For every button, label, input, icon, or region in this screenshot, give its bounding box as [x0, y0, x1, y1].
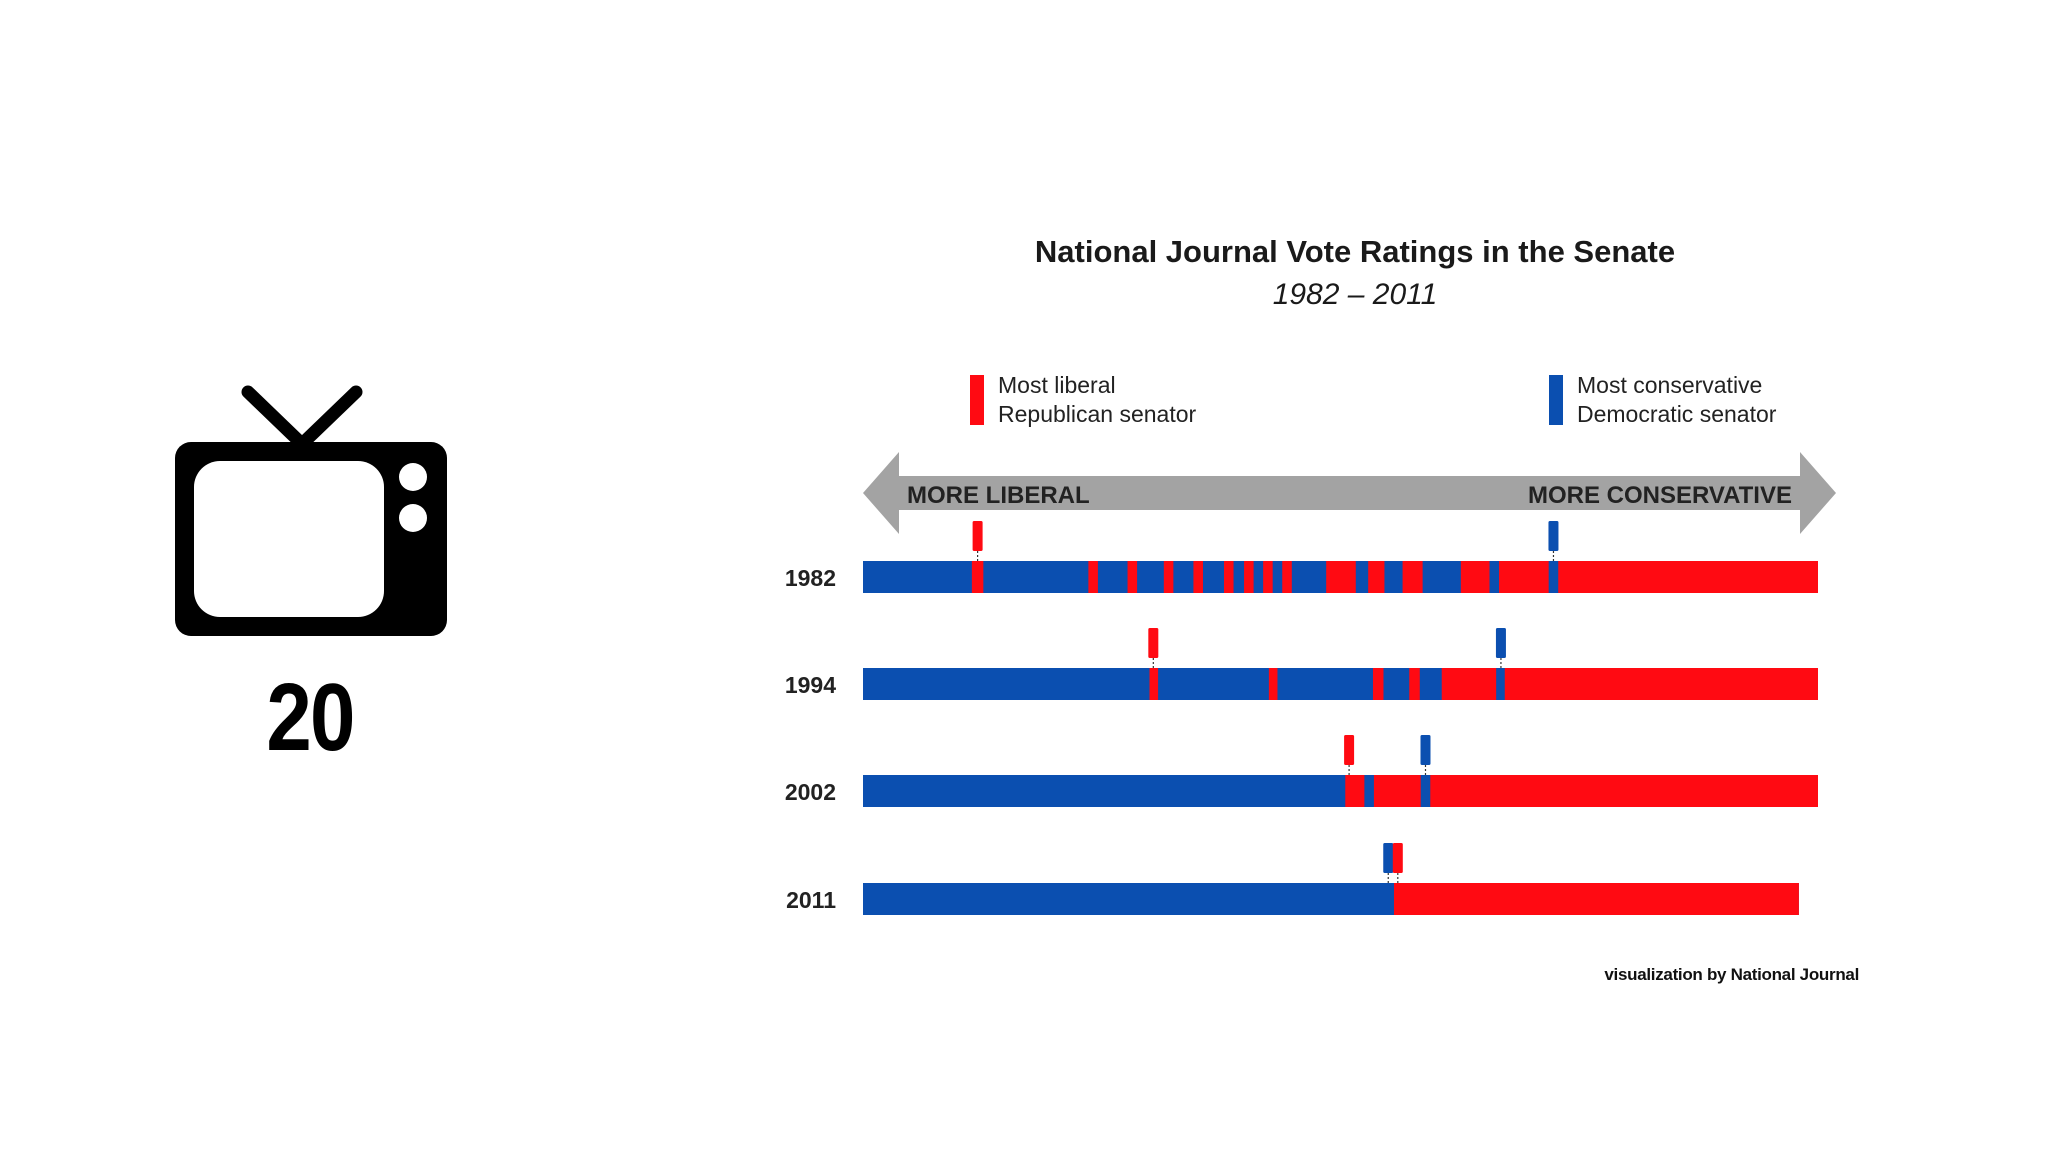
marker-2011-conservative-democrat — [1383, 843, 1394, 873]
segment-1994-2 — [1268, 668, 1278, 700]
legend-swatch-liberal-republican — [970, 375, 984, 425]
tv-antenna-left — [241, 385, 309, 451]
legend-swatch-conservative-democrat — [1549, 375, 1563, 425]
segment-2002-1 — [1345, 775, 1365, 807]
tv-screen — [194, 461, 384, 617]
row-2011: 2011 — [786, 843, 1799, 915]
segment-1982-7 — [1244, 561, 1254, 593]
tv-knob-top — [399, 463, 427, 491]
legend-label-conservative-democrat-line1: Most conservative — [1577, 372, 1762, 398]
axis-label-more-conservative: MORE CONSERVATIVE — [1528, 482, 1792, 509]
marker-1994-liberal-republican — [1148, 628, 1159, 658]
visualization-credit: visualization by National Journal — [1604, 965, 1859, 984]
marker-1982-conservative-democrat — [1548, 521, 1559, 551]
segment-2011-1 — [1393, 883, 1799, 915]
vote-ratings-chart: National Journal Vote Ratings in the Sen… — [760, 220, 1880, 945]
row-1982: 1982 — [785, 521, 1818, 593]
segment-1982-3 — [1127, 561, 1138, 593]
legend-label-conservative-democrat-line2: Democratic senator — [1577, 401, 1777, 427]
marker-2002-liberal-republican — [1344, 735, 1355, 765]
segment-1982-2 — [1088, 561, 1098, 593]
row-label-1994: 1994 — [785, 672, 836, 698]
segment-1982-9 — [1282, 561, 1292, 593]
row-label-2002: 2002 — [785, 779, 836, 805]
segment-2002-2 — [1373, 775, 1818, 807]
row-label-1982: 1982 — [785, 565, 836, 591]
segment-2002-3 — [1420, 775, 1431, 807]
chart-subtitle: 1982 – 2011 — [1273, 278, 1438, 311]
segment-1982-8 — [1263, 561, 1273, 593]
segment-1982-13 — [1460, 561, 1490, 593]
axis-label-more-liberal: MORE LIBERAL — [907, 482, 1090, 509]
segment-1982-6 — [1223, 561, 1234, 593]
row-label-2011: 2011 — [786, 887, 836, 913]
segment-1982-11 — [1368, 561, 1385, 593]
tv-number: 20 — [266, 664, 355, 771]
segment-1982-5 — [1193, 561, 1203, 593]
segment-1982-4 — [1163, 561, 1174, 593]
segment-1994-4 — [1409, 668, 1420, 700]
marker-1982-liberal-republican — [972, 521, 983, 551]
segment-1994-1 — [1149, 668, 1159, 700]
axis-arrow — [863, 452, 1836, 534]
legend-label-liberal-republican-line2: Republican senator — [998, 401, 1197, 427]
segment-1982-1 — [971, 561, 984, 593]
segment-1982-12 — [1402, 561, 1423, 593]
segment-1982-14 — [1499, 561, 1818, 593]
television-icon — [175, 385, 447, 636]
marker-2002-conservative-democrat — [1420, 735, 1431, 765]
segment-1994-6 — [1496, 668, 1505, 700]
legend-label-liberal-republican-line1: Most liberal — [998, 372, 1116, 398]
segment-1994-3 — [1372, 668, 1384, 700]
row-1994: 1994 — [785, 628, 1818, 700]
segment-1982-10 — [1326, 561, 1356, 593]
row-2002: 2002 — [785, 735, 1818, 807]
tv-antenna-right — [295, 385, 363, 451]
tv-block: 20 — [160, 380, 460, 766]
chart-svg: National Journal Vote Ratings in the Sen… — [785, 234, 1836, 915]
marker-2011-liberal-republican — [1392, 843, 1403, 873]
tv-knob-bottom — [399, 504, 427, 532]
rows-layer: 1982 1994 2002 2011 — [785, 521, 1818, 915]
chart-title: National Journal Vote Ratings in the Sen… — [1035, 234, 1675, 269]
marker-1994-conservative-democrat — [1495, 628, 1506, 658]
segment-1982-15 — [1548, 561, 1559, 593]
